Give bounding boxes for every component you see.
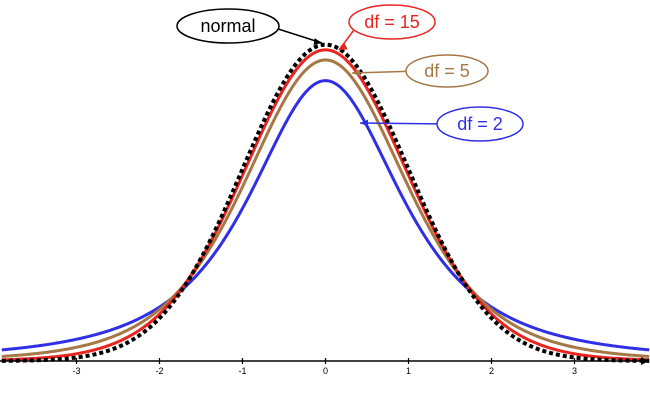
series-line-df5 — [1, 58, 650, 358]
x-tick-label: 3 — [572, 366, 577, 376]
callout-label-df5: df = 5 — [424, 61, 470, 81]
x-tick-label: -1 — [238, 366, 246, 376]
callout-arrowhead — [360, 119, 369, 127]
callout-bubble — [436, 106, 524, 142]
series-line-df15 — [1, 48, 650, 362]
callout-label-df15: df = 15 — [364, 12, 420, 32]
callout-label-df2: df = 2 — [457, 114, 503, 134]
callout-arrowhead — [339, 43, 348, 50]
callout-bubble — [405, 54, 489, 88]
x-tick-label: 1 — [406, 366, 411, 376]
callouts: normal df = 15 df = 5 df = 2 — [176, 4, 524, 142]
callout-label-normal: normal — [200, 16, 255, 36]
series-line-normal — [1, 42, 650, 363]
callout-arrowhead — [313, 38, 322, 46]
x-tick-label: 0 — [323, 366, 328, 376]
callout-df2: df = 2 — [359, 106, 524, 142]
callout-arrow-line — [359, 122, 438, 125]
callout-bubble — [348, 4, 436, 40]
callout-normal: normal — [176, 8, 323, 46]
series-line-df2 — [1, 79, 650, 352]
plot-area — [1, 42, 650, 363]
x-axis-arrowhead — [641, 357, 649, 365]
x-tick-label: -3 — [72, 366, 80, 376]
callout-df15: df = 15 — [338, 4, 436, 51]
x-axis: -3 -2 -1 0 1 2 3 — [0, 357, 649, 376]
callout-arrow-line — [351, 70, 407, 74]
callout-arrow-line — [338, 29, 355, 51]
callout-df5: df = 5 — [351, 54, 489, 88]
x-tick-label: 2 — [489, 366, 494, 376]
callout-arrowhead — [352, 69, 361, 77]
x-tick-label: -2 — [155, 366, 163, 376]
callout-bubble — [176, 8, 280, 44]
